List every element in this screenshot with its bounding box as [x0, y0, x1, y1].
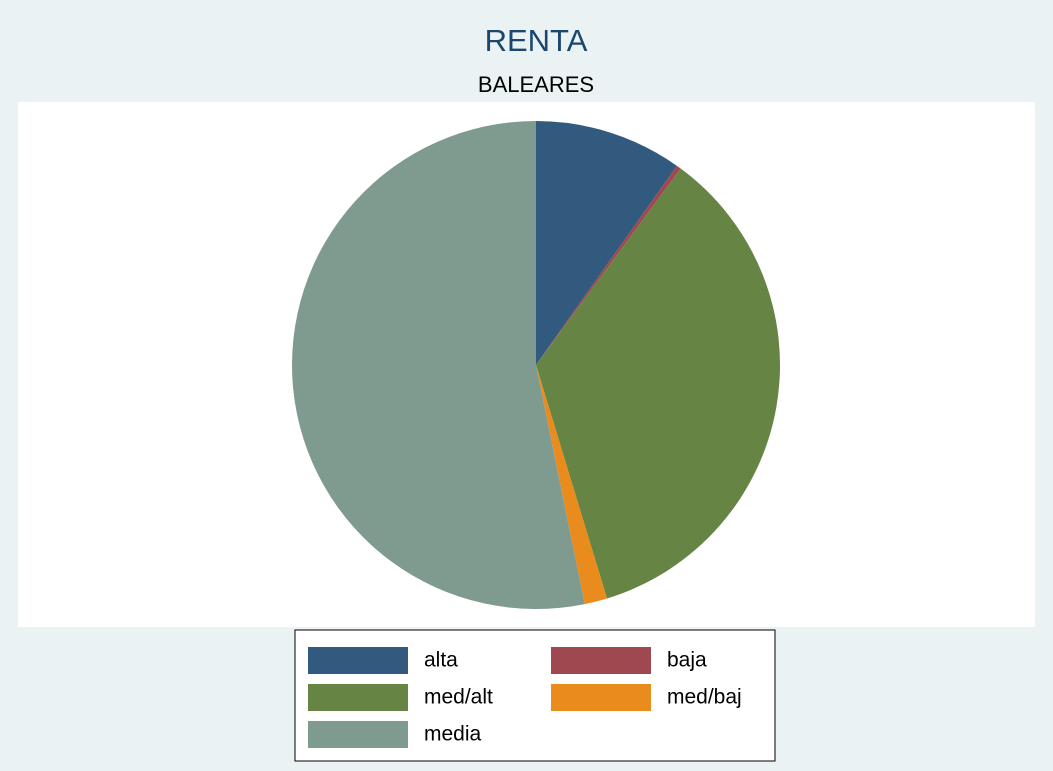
legend-label: media [424, 723, 482, 746]
pie-slice [536, 365, 608, 605]
pie-slice [536, 121, 677, 365]
legend-swatch [308, 721, 408, 748]
chart-title: RENTA [485, 23, 588, 58]
legend-swatch [551, 647, 651, 674]
legend-label: baja [667, 649, 707, 672]
legend-label: alta [424, 649, 458, 672]
chart-subtitle: BALEARES [478, 72, 594, 97]
legend-swatch [308, 647, 408, 674]
pie-slice [291, 121, 585, 609]
pie-slice [536, 168, 780, 599]
legend-label: med/baj [667, 686, 742, 709]
legend-label: med/alt [424, 686, 493, 709]
legend-swatch [308, 684, 408, 711]
legend-swatch [551, 684, 651, 711]
pie-slice [536, 165, 681, 365]
